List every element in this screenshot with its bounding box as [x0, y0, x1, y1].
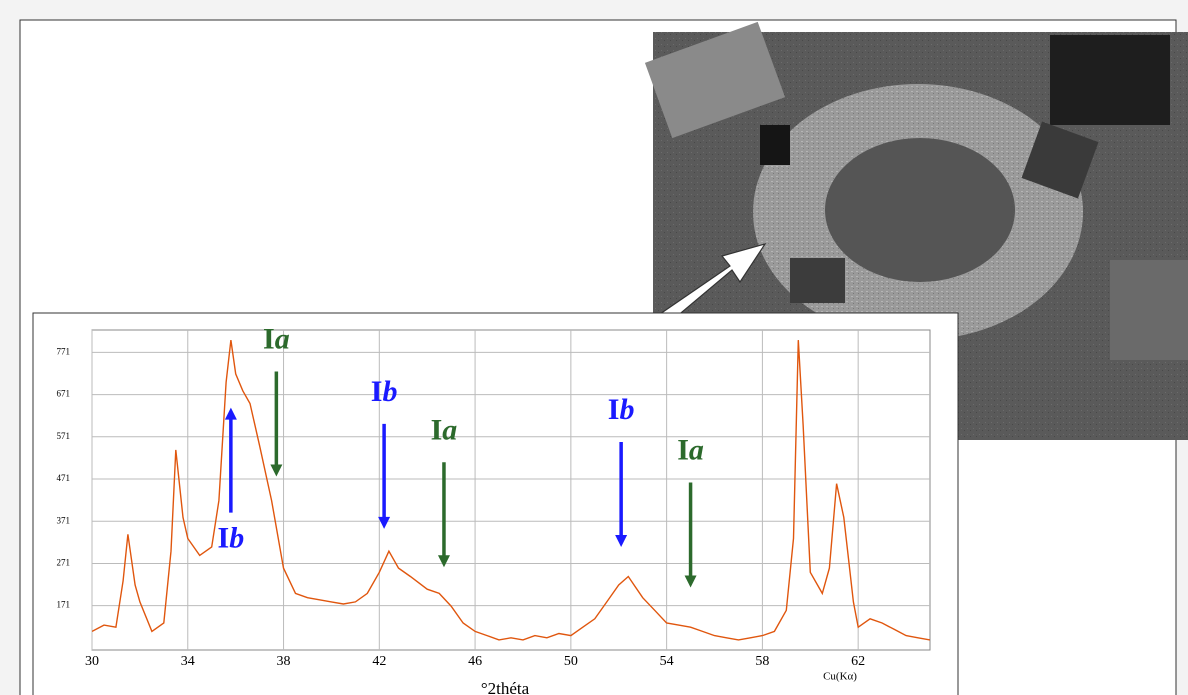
- y-tick-label: 571: [57, 431, 71, 441]
- y-tick-label: 371: [57, 515, 71, 525]
- annotation-label: Ia: [677, 433, 704, 466]
- x-tick-label: 62: [851, 654, 865, 669]
- chart-box: [33, 313, 958, 695]
- annotation-label: Ib: [218, 522, 245, 555]
- y-tick-label: 771: [57, 346, 71, 356]
- annotation-label: Ib: [371, 375, 398, 408]
- x-axis-label: °2théta: [481, 679, 530, 695]
- y-tick-label: 471: [57, 473, 71, 483]
- y-tick-label: 271: [57, 558, 71, 568]
- y-tick-label: 671: [57, 389, 71, 399]
- annotation-label: Ia: [431, 413, 458, 446]
- annotation-label: Ia: [263, 322, 290, 355]
- radiation-note: Cu(Kα): [823, 671, 857, 683]
- x-tick-label: 42: [372, 654, 386, 669]
- x-tick-label: 38: [277, 654, 291, 669]
- figure: 171 271 371 471 571 671 771 30 34 38 42 46 50 54 58 62 I…: [0, 0, 1188, 695]
- y-tick-label: 171: [57, 600, 71, 610]
- x-tick-label: 30: [85, 654, 99, 669]
- x-tick-label: 54: [660, 654, 674, 669]
- x-tick-label: 34: [181, 654, 195, 669]
- x-tick-label: 46: [468, 654, 482, 669]
- x-tick-label: 50: [564, 654, 578, 669]
- x-tick-label: 58: [755, 654, 769, 669]
- annotation-label: Ib: [608, 393, 635, 426]
